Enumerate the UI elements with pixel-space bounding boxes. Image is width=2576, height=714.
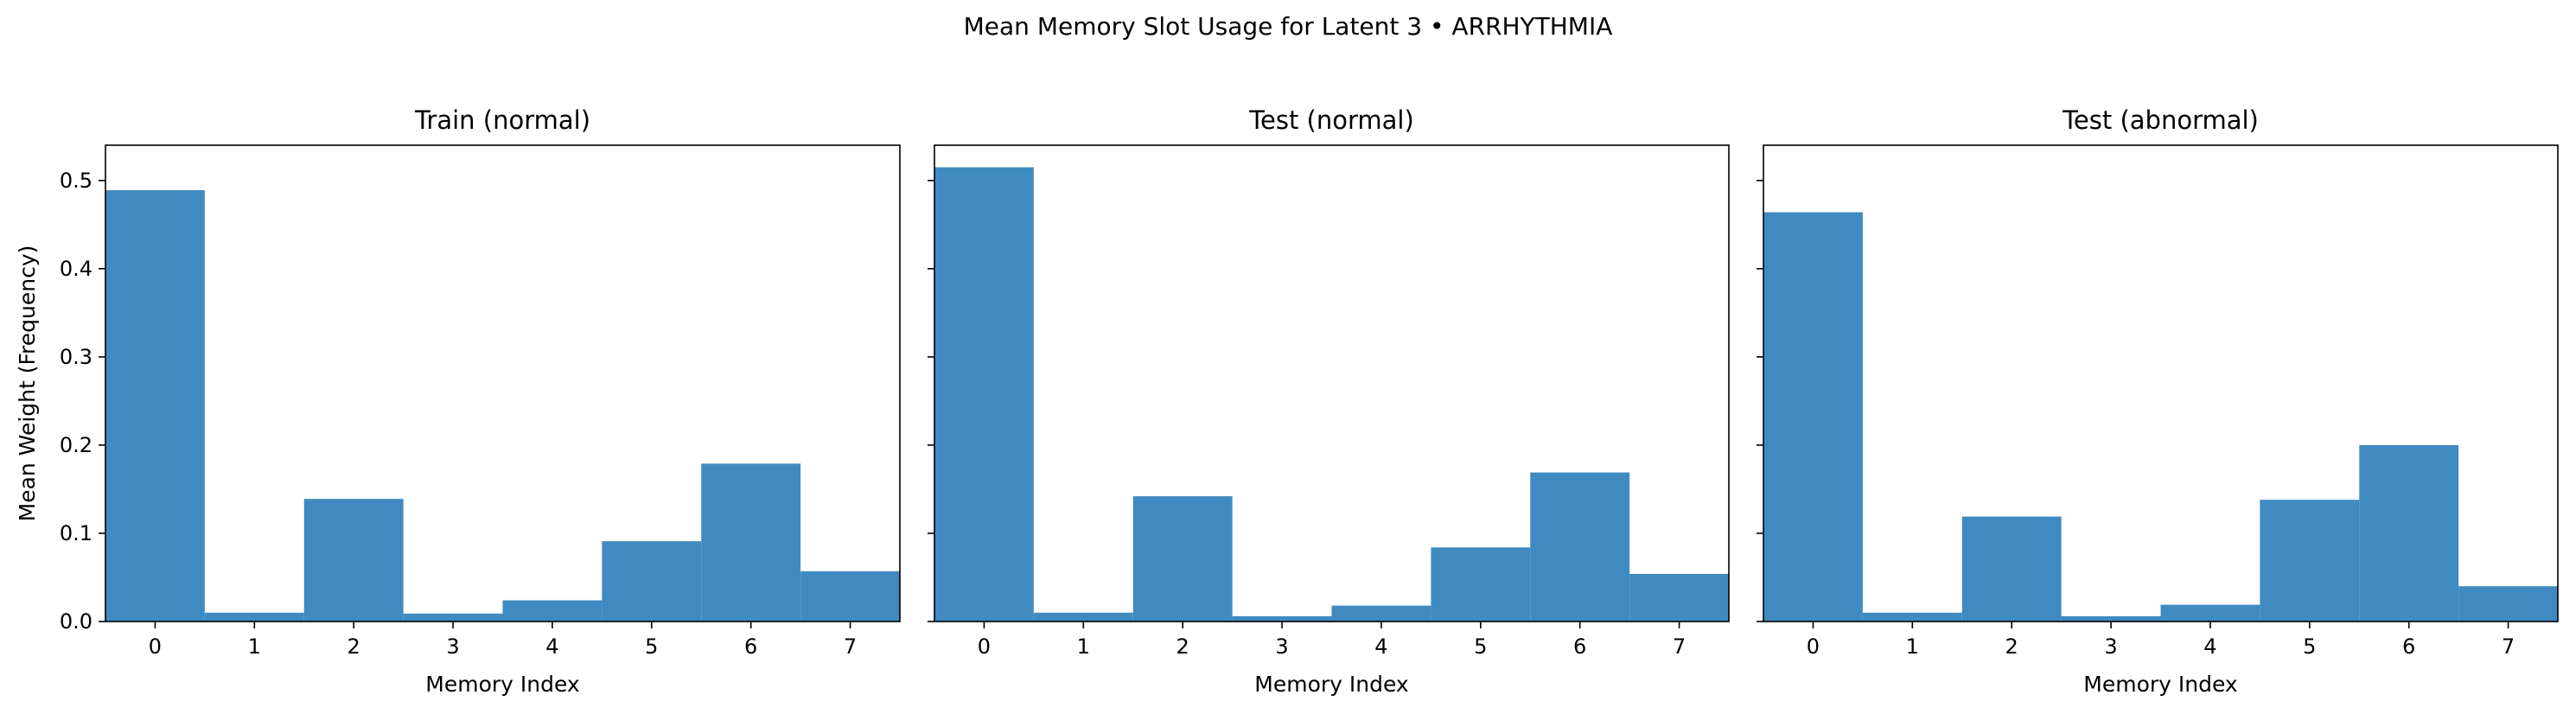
bar-6 [701, 463, 801, 622]
x-tick-label: 4 [545, 634, 558, 659]
panel-title: Test (normal) [1248, 105, 1414, 135]
x-axis-label: Memory Index [425, 672, 579, 697]
bar-7 [2458, 586, 2558, 622]
chart-panel-0: 0 1 2 3 4 5 6 7 0.0 0.1 0.2 0.3 0.4 0.5 Train (normal)… [15, 105, 901, 697]
axes-frame [105, 144, 901, 622]
panel-title: Train (normal) [414, 105, 590, 135]
x-tick-label: 0 [149, 634, 162, 659]
bar-2 [303, 499, 404, 622]
y-tick-label: 0.0 [60, 609, 92, 634]
x-tick-label: 6 [1573, 634, 1586, 659]
x-tick-label: 2 [1176, 634, 1189, 659]
x-tick-label: 5 [1474, 634, 1487, 659]
bar-3 [2061, 615, 2161, 622]
bar-0 [105, 190, 205, 622]
x-tick-label: 3 [1275, 634, 1288, 659]
x-tick-label: 5 [645, 634, 658, 659]
x-tick-label: 0 [978, 634, 991, 659]
x-tick-label: 7 [1673, 634, 1686, 659]
x-tick-label: 1 [1077, 634, 1090, 659]
bar-5 [1431, 547, 1531, 622]
x-tick-label: 0 [1807, 634, 1820, 659]
bar-4 [502, 600, 603, 622]
axes-frame [934, 144, 1730, 622]
bar-1 [1862, 612, 1962, 622]
y-axis-label: Mean Weight (Frequency) [15, 245, 40, 522]
x-tick-label: 7 [844, 634, 857, 659]
x-tick-label: 2 [2005, 634, 2018, 659]
x-tick-label: 1 [1906, 634, 1919, 659]
y-tick-label: 0.3 [60, 345, 92, 369]
bar-7 [1629, 573, 1729, 622]
bar-2 [1961, 516, 2062, 622]
chart-panel-2: 0 1 2 3 4 5 6 7 Test (abnormal) Memory Index [1757, 105, 2559, 697]
y-tick-label: 0.5 [60, 169, 92, 193]
bar-1 [1033, 612, 1133, 622]
bar-6 [2359, 444, 2459, 622]
bar-5 [602, 541, 702, 622]
x-tick-label: 1 [248, 634, 261, 659]
x-tick-label: 2 [348, 634, 360, 659]
bar-3 [1232, 615, 1332, 622]
bar-0 [1763, 212, 1863, 622]
y-tick-label: 0.4 [60, 257, 92, 281]
x-axis-label: Memory Index [2083, 672, 2237, 697]
x-tick-label: 5 [2303, 634, 2316, 659]
x-tick-label: 6 [2402, 634, 2415, 659]
x-tick-label: 4 [2203, 634, 2216, 659]
x-tick-label: 3 [446, 634, 459, 659]
x-tick-label: 7 [2502, 634, 2515, 659]
x-axis-label: Memory Index [1254, 672, 1408, 697]
x-tick-label: 6 [744, 634, 757, 659]
figure-title: Mean Memory Slot Usage for Latent 3 • AR… [963, 12, 1613, 41]
panel-title: Test (abnormal) [2062, 105, 2259, 135]
y-tick-label: 0.2 [60, 433, 92, 457]
x-tick-label: 3 [2104, 634, 2117, 659]
y-tick-label: 0.1 [60, 521, 92, 545]
bar-4 [2160, 604, 2260, 622]
bar-6 [1530, 472, 1630, 622]
bar-7 [800, 571, 900, 622]
bar-2 [1132, 496, 1233, 622]
bar-4 [1331, 605, 1431, 622]
axes-frame [1763, 144, 2559, 622]
chart-panel-1: 0 1 2 3 4 5 6 7 Test (normal) Memory Index [928, 105, 1730, 697]
bar-3 [403, 613, 503, 622]
bar-1 [204, 612, 304, 622]
bar-5 [2260, 500, 2360, 622]
bar-0 [934, 167, 1034, 622]
x-tick-label: 4 [1374, 634, 1387, 659]
